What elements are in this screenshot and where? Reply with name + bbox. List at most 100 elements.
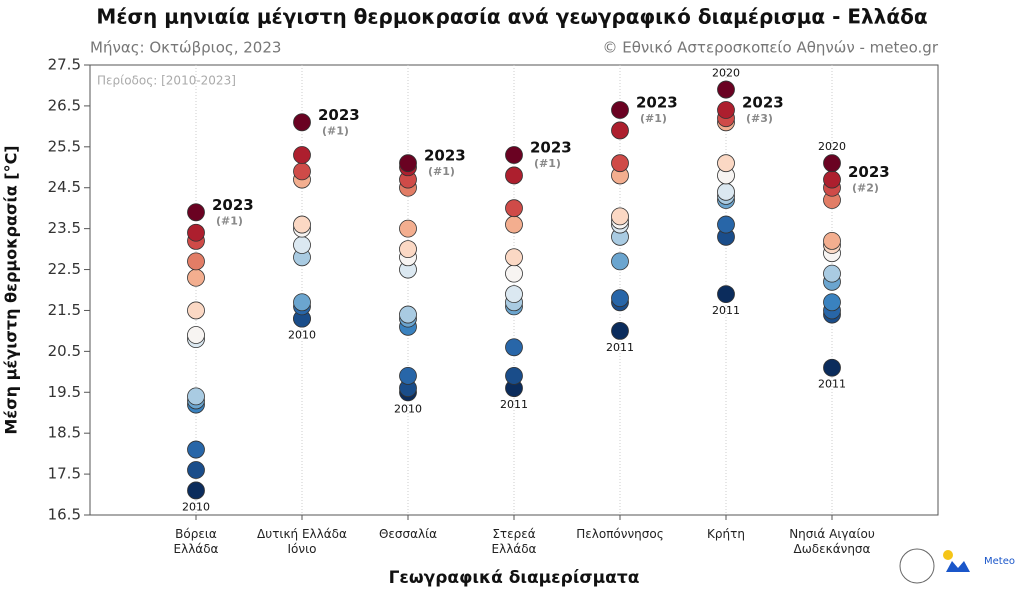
x-tick-label: Νησιά Αιγαίου Δωδεκάνησα bbox=[789, 527, 875, 556]
point bbox=[611, 207, 629, 226]
point bbox=[187, 268, 205, 287]
rank-label: (#3) bbox=[746, 112, 773, 125]
point bbox=[611, 101, 629, 119]
y-tick-label: 24.5 bbox=[48, 178, 81, 196]
year-label: 2010 bbox=[288, 329, 316, 342]
rank-label: (#2) bbox=[852, 182, 879, 195]
x-tick-label: Κρήτη bbox=[707, 527, 745, 541]
point bbox=[399, 367, 417, 385]
rank-label: (#1) bbox=[322, 124, 349, 137]
y-axis-label: Μέση μέγιστη θερμοκρασία [°C] bbox=[2, 145, 21, 434]
logo-text: Meteo bbox=[984, 556, 1015, 567]
point bbox=[187, 440, 205, 459]
year-label: 2023 bbox=[636, 94, 678, 112]
point bbox=[293, 236, 311, 254]
point bbox=[611, 289, 629, 308]
point bbox=[823, 358, 841, 377]
year-label: 2011 bbox=[818, 378, 846, 391]
point bbox=[823, 154, 841, 173]
year-label: 2023 bbox=[424, 147, 466, 165]
y-tick-label: 20.5 bbox=[48, 342, 81, 360]
y-tick-label: 23.5 bbox=[48, 219, 81, 237]
point bbox=[293, 293, 311, 312]
year-label: 2011 bbox=[712, 304, 740, 317]
point bbox=[399, 305, 417, 324]
rank-label: (#1) bbox=[216, 214, 243, 227]
year-label: 2011 bbox=[500, 398, 528, 411]
point bbox=[823, 264, 841, 283]
point bbox=[505, 199, 523, 218]
point bbox=[293, 215, 311, 234]
rank-label: (#1) bbox=[640, 112, 667, 125]
point bbox=[717, 80, 735, 99]
rank-label: (#1) bbox=[534, 157, 561, 170]
point bbox=[399, 154, 417, 173]
y-tick-label: 18.5 bbox=[48, 424, 81, 442]
point bbox=[611, 252, 629, 271]
x-tick-label: Πελοπόννησος bbox=[576, 527, 664, 541]
y-tick-label: 27.5 bbox=[48, 56, 81, 74]
point bbox=[505, 146, 523, 164]
year-label: 2023 bbox=[742, 94, 784, 112]
year-label: 2023 bbox=[848, 163, 890, 181]
year-label: 2023 bbox=[318, 106, 360, 124]
logo-m bbox=[946, 561, 970, 572]
point bbox=[717, 215, 735, 234]
point bbox=[187, 387, 205, 406]
y-tick-label: 26.5 bbox=[48, 96, 81, 114]
point bbox=[823, 170, 841, 189]
year-label: 2010 bbox=[394, 402, 422, 415]
y-tick-label: 16.5 bbox=[48, 506, 81, 524]
chart-title: Μέση μηνιαία μέγιστη θερμοκρασία ανά γεω… bbox=[96, 5, 927, 29]
year-label: 2010 bbox=[182, 500, 210, 513]
point bbox=[187, 252, 205, 271]
point bbox=[187, 203, 205, 222]
subtitle: Μήνας: Οκτώβριος, 2023 bbox=[90, 39, 281, 57]
year-label: 2023 bbox=[212, 196, 254, 214]
point bbox=[187, 326, 205, 344]
point bbox=[187, 301, 205, 320]
point bbox=[611, 154, 629, 173]
x-tick-label: Δυτική Ελλάδα Ιόνιο bbox=[257, 527, 347, 556]
point bbox=[293, 162, 311, 181]
point bbox=[505, 166, 523, 185]
year-label: 2020 bbox=[712, 67, 740, 80]
period: Περίοδος: [2010-2023] bbox=[97, 74, 236, 88]
point bbox=[505, 367, 523, 385]
logo-sun bbox=[943, 550, 953, 560]
x-tick-label: Στερεά Ελλάδα bbox=[491, 527, 537, 556]
point bbox=[823, 293, 841, 312]
point bbox=[187, 461, 205, 479]
point bbox=[505, 215, 523, 234]
point bbox=[293, 146, 311, 164]
point bbox=[717, 154, 735, 173]
point bbox=[187, 223, 205, 242]
point bbox=[717, 101, 735, 119]
point bbox=[293, 113, 311, 132]
x-tick-label: Θεσσαλία bbox=[378, 527, 438, 541]
source: © Εθνικό Αστεροσκοπείο Αθηνών - meteo.gr bbox=[603, 39, 939, 57]
point bbox=[717, 285, 735, 303]
point bbox=[399, 219, 417, 238]
x-tick-label: Βόρεια Ελλάδα bbox=[173, 527, 219, 556]
year-label: 2011 bbox=[606, 341, 634, 354]
rank-label: (#1) bbox=[428, 165, 455, 178]
y-tick-label: 22.5 bbox=[48, 260, 81, 278]
point bbox=[611, 322, 629, 340]
point bbox=[399, 240, 417, 258]
year-label: 2020 bbox=[818, 140, 846, 153]
y-tick-label: 21.5 bbox=[48, 301, 81, 319]
y-tick-label: 25.5 bbox=[48, 137, 81, 155]
point bbox=[505, 264, 523, 283]
y-tick-label: 19.5 bbox=[48, 383, 81, 401]
point bbox=[611, 121, 629, 140]
y-tick-label: 17.5 bbox=[48, 465, 81, 483]
point bbox=[505, 285, 523, 303]
logo-seal bbox=[899, 548, 935, 584]
x-axis-label: Γεωγραφικά διαμερίσματα bbox=[389, 568, 640, 588]
point bbox=[823, 232, 841, 250]
point bbox=[505, 338, 523, 357]
point bbox=[187, 481, 205, 500]
